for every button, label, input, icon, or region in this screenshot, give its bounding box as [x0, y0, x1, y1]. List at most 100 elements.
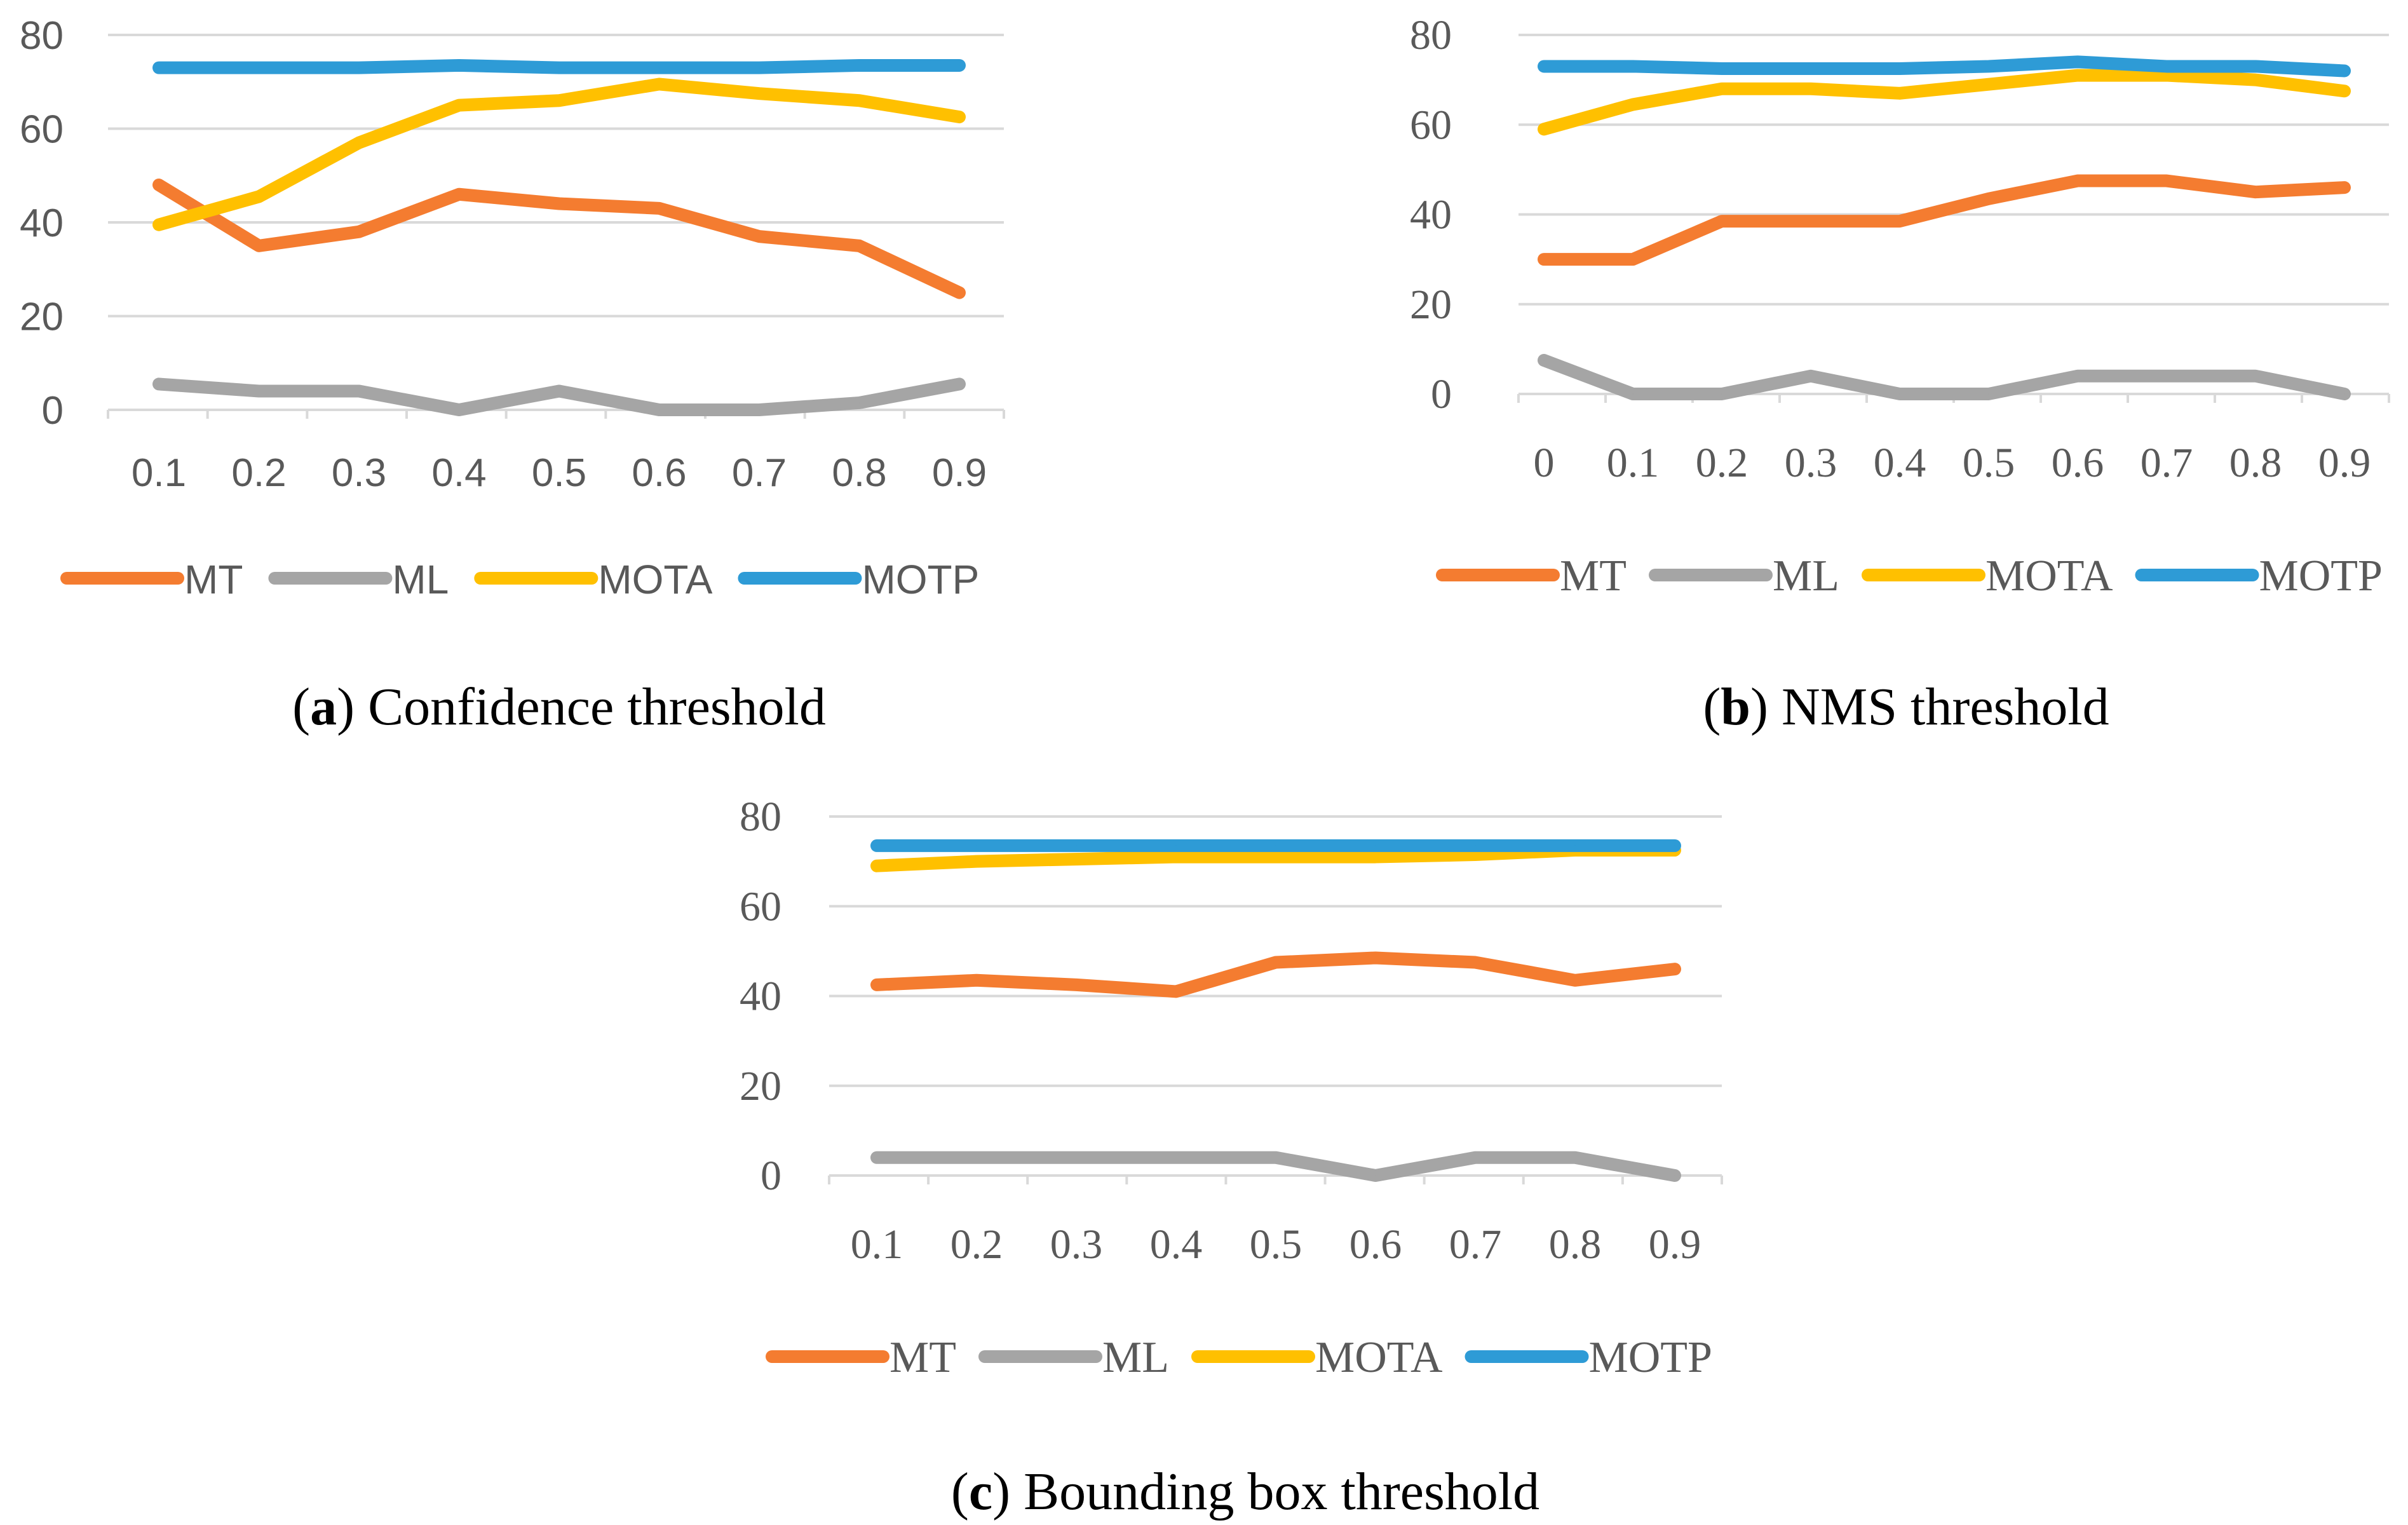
legend-label: ML	[1773, 552, 1839, 600]
data-point-ml	[1574, 1156, 1576, 1158]
panel-caption: (b) NMS threshold	[1703, 677, 2109, 736]
caption-open-paren: (	[951, 1462, 969, 1521]
data-point-mt	[1275, 961, 1276, 963]
x-tick-label: 0.5	[532, 451, 586, 495]
x-tick-label: 0.9	[932, 451, 987, 495]
data-point-ml	[1475, 1156, 1476, 1158]
data-point-mt	[759, 236, 760, 238]
data-point-mota	[1475, 854, 1476, 856]
data-point-mota	[158, 224, 159, 226]
x-tick-label: 0.8	[2229, 440, 2282, 486]
legend-label: MOTP	[1589, 1333, 1712, 1382]
caption-open-paren: (	[292, 677, 310, 736]
x-tick-label: 0.6	[1349, 1221, 1402, 1268]
x-tick-label: 0.2	[950, 1221, 1003, 1268]
data-point-motp	[358, 67, 360, 69]
y-tick-label: 60	[1410, 102, 1452, 148]
data-point-ml	[1810, 375, 1811, 377]
x-tick-label: 0.1	[1607, 440, 1660, 486]
x-tick-label: 0.5	[1963, 440, 2015, 486]
legend: MT ML MOTA MOTP	[766, 1333, 1712, 1382]
data-point-mt	[1632, 259, 1634, 261]
data-point-mt	[2166, 180, 2167, 182]
data-point-mota	[658, 83, 660, 85]
data-point-mt	[1475, 961, 1476, 963]
data-point-mota	[959, 116, 960, 118]
data-point-mt	[258, 245, 260, 247]
data-point-mota	[2344, 90, 2345, 92]
data-point-motp	[558, 67, 560, 69]
data-point-motp	[1275, 844, 1276, 846]
series-line-mota	[1538, 69, 2351, 136]
series-line-mt	[152, 179, 966, 299]
data-point-mota	[558, 100, 560, 102]
series-line-ml	[1538, 354, 2351, 400]
data-point-ml	[1899, 393, 1900, 395]
data-point-ml	[158, 383, 159, 385]
data-point-motp	[876, 844, 877, 846]
x-tick-label: 0.8	[1549, 1221, 1602, 1268]
caption-label: a	[310, 677, 337, 736]
legend-label: MOTP	[862, 557, 979, 602]
data-point-mota	[1275, 856, 1276, 858]
legend-label: MOTA	[598, 557, 712, 602]
y-tick-label: 0	[1431, 371, 1452, 417]
legend: MT ML MOTA MOTP	[1436, 552, 2383, 600]
x-tick-label: 0.7	[2141, 440, 2193, 486]
data-point-mt	[158, 184, 159, 186]
data-point-mota	[2166, 74, 2167, 76]
data-point-mt	[1721, 220, 1722, 222]
data-point-ml	[1543, 360, 1545, 362]
legend-label: MOTA	[1315, 1333, 1443, 1382]
data-point-mota	[1076, 858, 1077, 860]
data-point-mt	[358, 231, 360, 233]
data-point-motp	[1076, 844, 1077, 846]
x-tick-label: 0.5	[1250, 1221, 1302, 1268]
data-point-ml	[1721, 393, 1722, 395]
data-point-motp	[2344, 70, 2345, 72]
caption-label: b	[1721, 677, 1750, 736]
data-point-ml	[1375, 1175, 1376, 1176]
data-point-mt	[1543, 259, 1545, 261]
data-point-motp	[1810, 67, 1811, 69]
legend-label: ML	[392, 557, 449, 602]
legend: MT ML MOTA MOTP	[60, 557, 979, 602]
y-tick-label: 60	[740, 883, 781, 930]
x-tick-label: 0.4	[1874, 440, 1926, 486]
series-line-mt	[1538, 174, 2351, 266]
data-point-ml	[658, 409, 660, 410]
caption-text: ) Confidence threshold	[337, 677, 826, 736]
data-point-ml	[2344, 393, 2345, 395]
y-tick-label: 20	[20, 295, 64, 339]
x-tick-label: 0.4	[431, 451, 486, 495]
data-point-motp	[1721, 67, 1722, 69]
data-point-ml	[2255, 375, 2256, 377]
series-line-ml	[870, 1151, 1681, 1182]
data-point-mt	[876, 984, 877, 986]
data-point-mota	[1175, 856, 1177, 858]
data-point-ml	[1275, 1156, 1276, 1158]
data-point-ml	[258, 390, 260, 392]
data-point-motp	[158, 67, 159, 69]
data-point-mota	[1632, 104, 1634, 105]
data-point-motp	[1175, 844, 1177, 846]
data-point-mota	[858, 100, 860, 102]
data-point-motp	[858, 64, 860, 66]
data-point-motp	[258, 67, 260, 69]
data-point-mt	[1375, 957, 1376, 959]
data-point-ml	[876, 1156, 877, 1158]
data-point-motp	[1674, 844, 1675, 846]
data-point-mt	[1899, 220, 1900, 222]
chart-panel-a: 0 20 40 60 80 0.1 0.2 0.3 0.4 0.5 0.6 0.7 0.8 0.9 MT ML…	[20, 14, 1005, 736]
data-point-motp	[658, 67, 660, 69]
data-point-mota	[1721, 88, 1722, 90]
caption-label: c	[969, 1462, 992, 1521]
x-tick-label: 0.7	[1449, 1221, 1502, 1268]
data-point-motp	[959, 64, 960, 66]
y-tick-label: 20	[1410, 281, 1452, 328]
x-tick-label: 0.2	[231, 451, 286, 495]
caption-text: ) Bounding box threshold	[992, 1462, 1539, 1521]
data-point-mt	[2344, 187, 2345, 189]
data-point-mt	[2255, 191, 2256, 193]
